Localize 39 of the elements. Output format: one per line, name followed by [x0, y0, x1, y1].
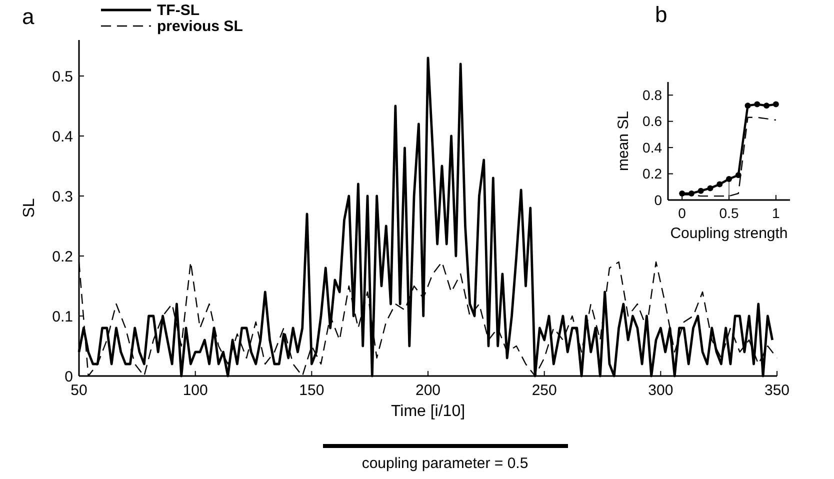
point [754, 101, 760, 108]
x-tick-label: 200 [415, 382, 441, 399]
y-tick-label: 0.4 [642, 139, 662, 156]
y-axis-title: mean SL [615, 110, 632, 172]
x-tick-label: 50 [70, 382, 88, 399]
text: a [22, 4, 35, 29]
point [735, 172, 742, 178]
x-tick-label: 150 [299, 382, 324, 399]
point [698, 188, 704, 194]
text: coupling parameter = 0.5 [362, 455, 528, 472]
y-tick-label: 0.2 [52, 248, 73, 266]
y-tick-label: 0.6 [642, 113, 662, 130]
legend-label: previous SL [157, 18, 243, 35]
y-tick-label: 0.2 [642, 166, 662, 182]
y-tick-label: 0.4 [52, 128, 73, 146]
x-axis-title: Coupling strength [670, 225, 788, 242]
x-tick-label: 0 [678, 205, 686, 221]
y-axis-title: SL [21, 198, 38, 218]
point [772, 101, 779, 108]
point [726, 176, 732, 182]
x-tick-label: 250 [532, 382, 557, 399]
y-tick-label: 0.3 [52, 188, 73, 206]
legend-label: TF-SL [157, 2, 200, 19]
point [716, 181, 723, 188]
text: b [655, 2, 668, 27]
x-tick-label: 350 [764, 382, 790, 399]
y-tick-label: 0.5 [52, 68, 73, 86]
point [707, 185, 714, 192]
y-tick-label: 0.8 [642, 87, 662, 104]
x-axis-title: Time [i/10] [390, 403, 466, 420]
x-tick-label: 300 [648, 382, 674, 399]
x-tick-label: 100 [182, 382, 208, 399]
y-tick-label: 0.1 [52, 308, 73, 326]
y-tick-label: 0 [64, 368, 73, 386]
point [744, 102, 751, 109]
x-tick-label: 1 [772, 205, 780, 221]
point [764, 102, 770, 109]
y-tick-label: 0 [654, 192, 662, 208]
x-tick-label: 0.5 [719, 205, 739, 221]
